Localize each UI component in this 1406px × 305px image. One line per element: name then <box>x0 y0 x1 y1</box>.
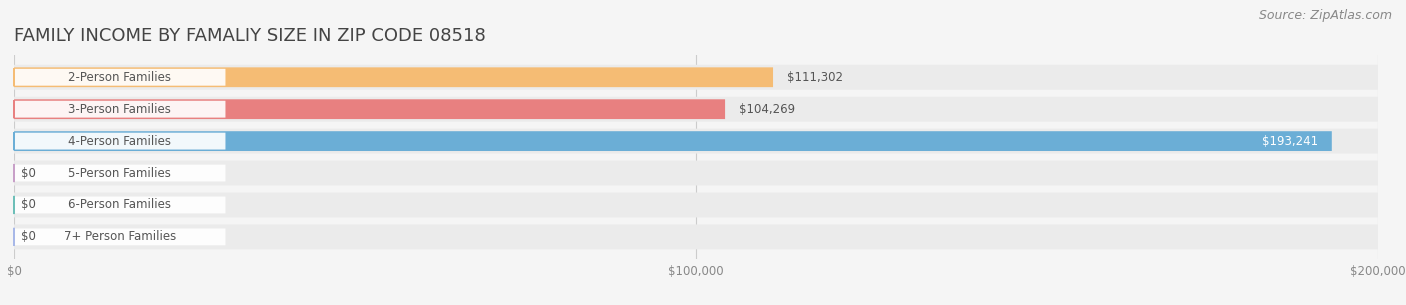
Text: 7+ Person Families: 7+ Person Families <box>63 230 176 243</box>
FancyBboxPatch shape <box>14 161 1378 185</box>
FancyBboxPatch shape <box>14 224 1378 249</box>
Text: 2-Person Families: 2-Person Families <box>69 71 172 84</box>
Text: $104,269: $104,269 <box>738 103 794 116</box>
FancyBboxPatch shape <box>14 101 225 118</box>
FancyBboxPatch shape <box>14 65 1378 90</box>
FancyBboxPatch shape <box>14 196 225 214</box>
Text: $0: $0 <box>21 199 35 211</box>
FancyBboxPatch shape <box>14 69 225 86</box>
Text: 5-Person Families: 5-Person Families <box>69 167 172 180</box>
Text: $111,302: $111,302 <box>787 71 842 84</box>
Text: Source: ZipAtlas.com: Source: ZipAtlas.com <box>1258 9 1392 22</box>
Text: 4-Person Families: 4-Person Families <box>69 135 172 148</box>
FancyBboxPatch shape <box>14 133 225 149</box>
Text: $0: $0 <box>21 167 35 180</box>
FancyBboxPatch shape <box>14 165 225 181</box>
Text: $0: $0 <box>21 230 35 243</box>
FancyBboxPatch shape <box>14 131 1331 151</box>
FancyBboxPatch shape <box>14 228 225 245</box>
FancyBboxPatch shape <box>14 99 725 119</box>
FancyBboxPatch shape <box>14 67 773 87</box>
Text: 6-Person Families: 6-Person Families <box>69 199 172 211</box>
Text: 3-Person Families: 3-Person Families <box>69 103 172 116</box>
FancyBboxPatch shape <box>14 192 1378 217</box>
FancyBboxPatch shape <box>14 97 1378 122</box>
Text: FAMILY INCOME BY FAMALIY SIZE IN ZIP CODE 08518: FAMILY INCOME BY FAMALIY SIZE IN ZIP COD… <box>14 27 486 45</box>
FancyBboxPatch shape <box>14 129 1378 153</box>
Text: $193,241: $193,241 <box>1263 135 1319 148</box>
